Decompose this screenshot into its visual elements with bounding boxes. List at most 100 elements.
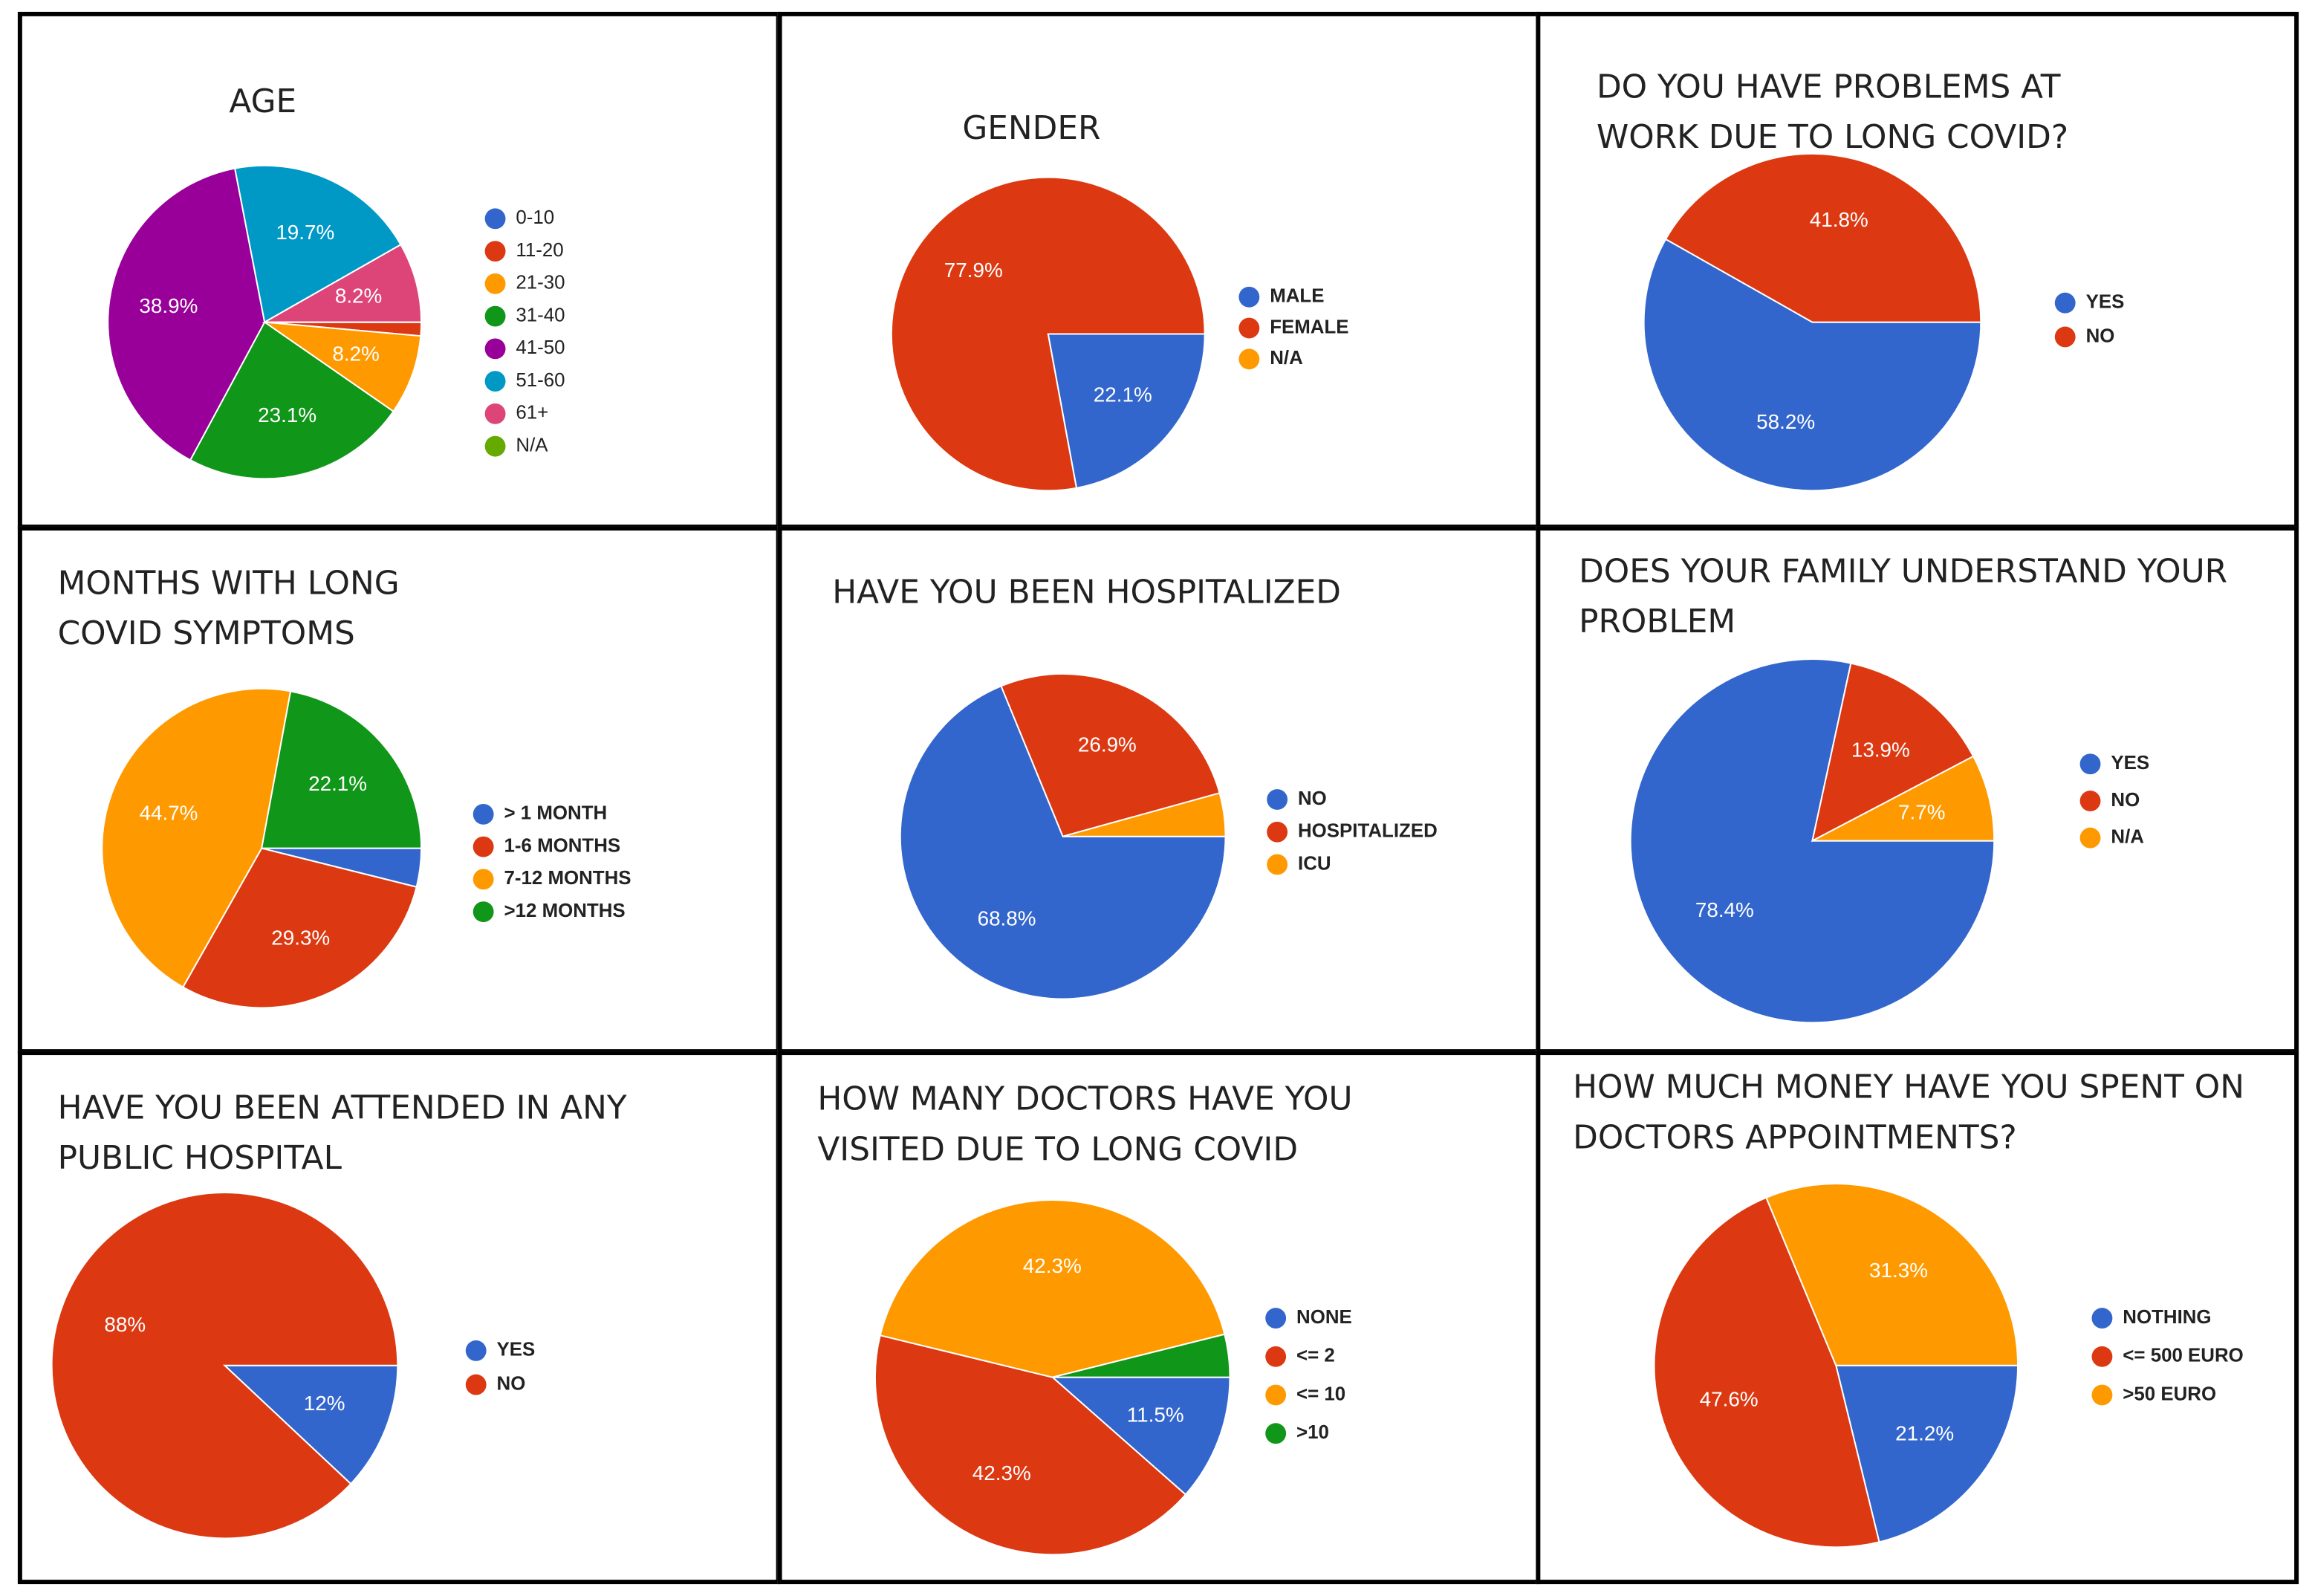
data-label: 13.9% — [1851, 738, 1910, 761]
pie-slice — [189, 321, 394, 480]
pie-slice — [233, 164, 402, 324]
legend-label: YES — [497, 1340, 536, 1360]
legend-marker — [2091, 1384, 2113, 1406]
chart-panel: GENDER 22.1% 77.9% MALE FEMALE N/A — [777, 11, 1541, 530]
legend-marker — [1265, 1308, 1287, 1329]
legend-marker — [484, 338, 506, 360]
legend-label: MALE — [1270, 286, 1324, 307]
legend-marker — [2079, 791, 2101, 811]
chart-title: AGE — [229, 84, 297, 122]
data-label: 26.9% — [1078, 733, 1137, 756]
legend-label: > 1 MONTH — [504, 803, 608, 824]
pie-slice — [101, 687, 292, 988]
data-label: 42.3% — [1023, 1254, 1082, 1277]
pie-slice — [874, 1334, 1187, 1556]
chart-title: DO YOU HAVE PROBLEMS AT WORK DUE TO LONG… — [1596, 69, 2069, 157]
pie-slice — [260, 690, 423, 849]
legend-marker — [465, 1340, 487, 1361]
pie-slice — [222, 1364, 399, 1485]
chart-panel: DO YOU HAVE PROBLEMS AT WORK DUE TO LONG… — [1536, 11, 2299, 530]
legend-marker — [2079, 827, 2101, 849]
legend-marker — [2054, 326, 2076, 348]
data-label: 88% — [104, 1313, 146, 1336]
pie-slice — [51, 1192, 399, 1540]
legend-label: NOTHING — [2123, 1307, 2211, 1328]
chart-panel: HOW MANY DOCTORS HAVE YOU VISITED DUE TO… — [777, 1051, 1541, 1585]
legend-label: 61+ — [516, 403, 548, 424]
legend-marker — [473, 901, 494, 923]
chart-title: HAVE YOU BEEN ATTENDED IN ANY PUBLIC HOS… — [57, 1090, 627, 1178]
chart-title: HOW MANY DOCTORS HAVE YOU VISITED DUE TO… — [817, 1081, 1353, 1170]
pie-chart: 12% 88% YES NO — [51, 1192, 536, 1540]
legend-label: 11-20 — [516, 240, 563, 261]
legend-label: ICU — [1298, 853, 1331, 874]
legend-label: <= 500 EURO — [2123, 1346, 2243, 1366]
pie-slice — [107, 167, 266, 461]
pie-slice — [1765, 1183, 2019, 1366]
legend-marker — [473, 803, 494, 825]
chart-panel: HOW MUCH MONEY HAVE YOU SPENT ON DOCTORS… — [1536, 1051, 2299, 1585]
pie-chart: 21.2% 47.6% 31.3% NOTHING <= 500 EURO >50 EUR… — [1653, 1183, 2244, 1548]
data-label: 78.4% — [1695, 898, 1754, 921]
legend-label: 21-30 — [516, 273, 565, 293]
legend-label: N/A — [1270, 348, 1303, 369]
chart-title: GENDER — [962, 111, 1101, 148]
legend-marker — [1238, 286, 1260, 308]
data-label: 44.7% — [139, 801, 198, 824]
pie-slice — [1000, 672, 1221, 837]
pie-slice — [1835, 1364, 2019, 1543]
chart-panel: MONTHS WITH LONG COVID SYMPTOMS 29.3% 44.7… — [17, 526, 781, 1054]
data-label: 19.7% — [276, 221, 334, 244]
legend-marker — [484, 435, 506, 457]
chart-title: HAVE YOU BEEN HOSPITALIZED — [832, 574, 1342, 612]
legend-label: >10 — [1296, 1422, 1329, 1443]
legend-label: <= 2 — [1296, 1346, 1335, 1366]
legend-marker — [1265, 1384, 1287, 1406]
pie-slice — [1811, 662, 1975, 843]
legend-marker — [1238, 317, 1260, 339]
chart-panel: AGE 8.2% 23.1% 38.9% 19.7% 8.2% 0-10 11-20 21-30… — [17, 11, 781, 530]
data-label: 41.8% — [1810, 208, 1868, 231]
legend-label: 31-40 — [516, 305, 565, 325]
legend-label: NO — [1298, 788, 1327, 809]
data-label: 68.8% — [978, 907, 1036, 930]
pie-slice — [1047, 333, 1206, 489]
legend-label: >50 EURO — [2123, 1383, 2216, 1404]
pie-slice — [1643, 238, 1982, 492]
legend-label: NONE — [1296, 1307, 1352, 1328]
chart-title: DOES YOUR FAMILY UNDERSTAND YOUR PROBLEM — [1579, 554, 2228, 642]
legend-marker — [1267, 854, 1288, 875]
pie-chart: 29.3% 44.7% 22.1% > 1 MONTH 1-6 MONTHS 7-12 M… — [101, 687, 631, 1009]
pie-slice — [181, 847, 418, 1009]
legend-marker — [1267, 821, 1288, 843]
data-label: 31.3% — [1869, 1259, 1928, 1282]
pie-chart: 8.2% 23.1% 38.9% 19.7% 8.2% 0-10 11-20 21-30 31-… — [107, 164, 565, 480]
legend-marker — [2091, 1346, 2113, 1367]
data-label: 29.3% — [271, 926, 330, 949]
legend-label: NO — [497, 1373, 526, 1394]
pie-slice — [1811, 755, 1996, 842]
legend-label: NO — [2086, 325, 2115, 346]
legend-marker — [1238, 348, 1260, 370]
data-label: 11.5% — [1127, 1403, 1184, 1426]
legend-label: YES — [2111, 753, 2149, 773]
pie-slice — [262, 243, 423, 323]
legend-marker — [484, 403, 506, 424]
data-label: 22.1% — [1094, 383, 1152, 406]
legend-marker — [484, 273, 506, 294]
legend-marker — [2054, 292, 2076, 314]
data-label: 7.7% — [1898, 801, 1945, 824]
legend-label: NO — [2111, 790, 2140, 811]
legend-label: <= 10 — [1296, 1383, 1345, 1404]
pie-slice — [1653, 1196, 1880, 1548]
legend-label: >12 MONTHS — [504, 901, 626, 921]
legend-label: 41-50 — [516, 337, 565, 358]
data-label: 12% — [304, 1392, 345, 1415]
legend-marker — [465, 1374, 487, 1395]
pie-slice — [1062, 792, 1227, 837]
chart-panel: HAVE YOU BEEN ATTENDED IN ANY PUBLIC HOS… — [17, 1051, 781, 1585]
legend-marker — [1265, 1423, 1287, 1444]
pie-slice — [879, 1198, 1226, 1378]
